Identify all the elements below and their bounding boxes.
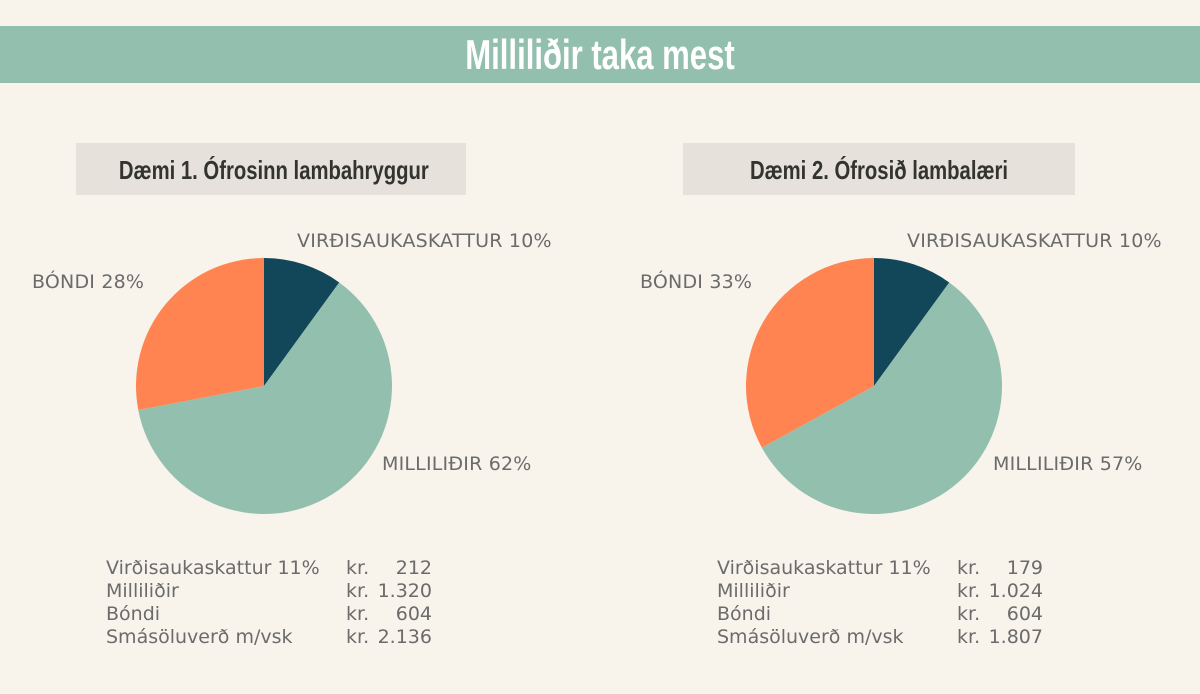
chart-2-slice-vat [874,258,950,386]
chart-1-label-farmer: BÓNDI 28% [32,271,145,293]
table-row: Smásöluverð m/vsk kr. 1.807 [717,626,1057,649]
chart-1-subtitle: Dæmi 1. Ófrosinn lambahryggur [118,155,429,185]
table-row-label: Bóndi [717,603,772,625]
chart-2-label-middlemen: MILLILIÐIR 57% [993,453,1143,475]
chart-1-subtitle-box: Dæmi 1. Ófrosinn lambahryggur [76,143,466,195]
chart-2-label-vat: VIRÐISAUKASKATTUR 10% [907,230,1162,252]
page-title: Milliliðir taka mest [465,31,735,78]
table-row-currency: kr. [957,603,981,625]
table-row-amount: 604 [395,603,432,625]
table-row: Smásöluverð m/vsk kr. 2.136 [106,626,446,649]
table-row-currency: kr. [346,626,370,648]
table-row-amount: 1.024 [988,580,1043,602]
table-row-currency: kr. [957,626,981,648]
table-row-amount: 179 [1006,557,1043,579]
table-row-label: Milliliðir [717,580,790,602]
table-row-label: Smásöluverð m/vsk [106,626,293,648]
title-banner [0,26,1200,83]
table-row: Bóndi kr. 604 [106,603,446,626]
chart-1-label-vat: VIRÐISAUKASKATTUR 10% [297,230,552,252]
table-row: Virðisaukaskattur 11% kr. 212 [106,557,446,580]
chart-2-subtitle-box: Dæmi 2. Ófrosið lambalæri [683,143,1075,195]
table-row-label: Virðisaukaskattur 11% [717,557,931,579]
table-row-amount: 1.320 [377,580,432,602]
table-row: Virðisaukaskattur 11% kr. 179 [717,557,1057,580]
table-row: Bóndi kr. 604 [717,603,1057,626]
table-row: Milliliðir kr. 1.320 [106,580,446,603]
table-row-amount: 1.807 [988,626,1043,648]
table-row-currency: kr. [957,557,981,579]
chart-1-slice-farmer [136,258,264,410]
chart-1-price-table: Virðisaukaskattur 11% kr. 212 Milliliðir… [106,557,446,649]
table-row-label: Smásöluverð m/vsk [717,626,904,648]
chart-1-slice-middlemen [138,282,393,515]
table-row-amount: 212 [395,557,432,579]
table-row-label: Milliliðir [106,580,179,602]
chart-2-slice-farmer [746,258,874,448]
chart-2-subtitle: Dæmi 2. Ófrosið lambalæri [749,155,1009,185]
chart-1-slice-vat [264,258,340,386]
chart-1-label-middlemen: MILLILIÐIR 62% [382,453,532,475]
table-row-label: Virðisaukaskattur 11% [106,557,320,579]
table-row-amount: 604 [1006,603,1043,625]
chart-2-label-farmer: BÓNDI 33% [640,271,753,293]
table-row: Milliliðir kr. 1.024 [717,580,1057,603]
chart-2-price-table: Virðisaukaskattur 11% kr. 179 Milliliðir… [717,557,1057,649]
table-row-currency: kr. [346,580,370,602]
table-row-currency: kr. [346,557,370,579]
table-row-currency: kr. [346,603,370,625]
table-row-currency: kr. [957,580,981,602]
chart-2-slice-middlemen [761,282,1002,514]
table-row-amount: 2.136 [377,626,432,648]
table-row-label: Bóndi [106,603,161,625]
